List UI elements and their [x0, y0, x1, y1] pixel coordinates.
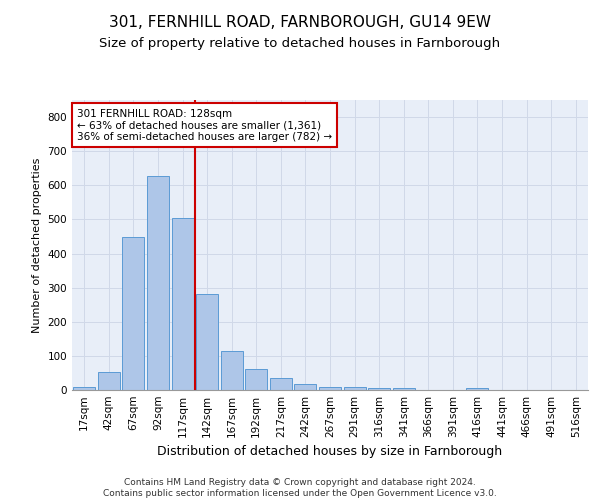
Bar — [368, 388, 390, 390]
X-axis label: Distribution of detached houses by size in Farnborough: Distribution of detached houses by size … — [157, 446, 503, 458]
Text: Contains HM Land Registry data © Crown copyright and database right 2024.
Contai: Contains HM Land Registry data © Crown c… — [103, 478, 497, 498]
Bar — [245, 368, 268, 390]
Bar — [98, 372, 120, 390]
Bar — [270, 378, 292, 390]
Text: Size of property relative to detached houses in Farnborough: Size of property relative to detached ho… — [100, 38, 500, 51]
Bar — [172, 218, 194, 390]
Bar — [196, 294, 218, 390]
Bar — [221, 351, 243, 390]
Bar — [73, 386, 95, 390]
Bar — [392, 388, 415, 390]
Y-axis label: Number of detached properties: Number of detached properties — [32, 158, 42, 332]
Text: 301 FERNHILL ROAD: 128sqm
← 63% of detached houses are smaller (1,361)
36% of se: 301 FERNHILL ROAD: 128sqm ← 63% of detac… — [77, 108, 332, 142]
Bar — [319, 386, 341, 390]
Bar — [295, 384, 316, 390]
Bar — [147, 176, 169, 390]
Bar — [122, 238, 145, 390]
Bar — [466, 388, 488, 390]
Bar — [344, 388, 365, 390]
Text: 301, FERNHILL ROAD, FARNBOROUGH, GU14 9EW: 301, FERNHILL ROAD, FARNBOROUGH, GU14 9E… — [109, 15, 491, 30]
